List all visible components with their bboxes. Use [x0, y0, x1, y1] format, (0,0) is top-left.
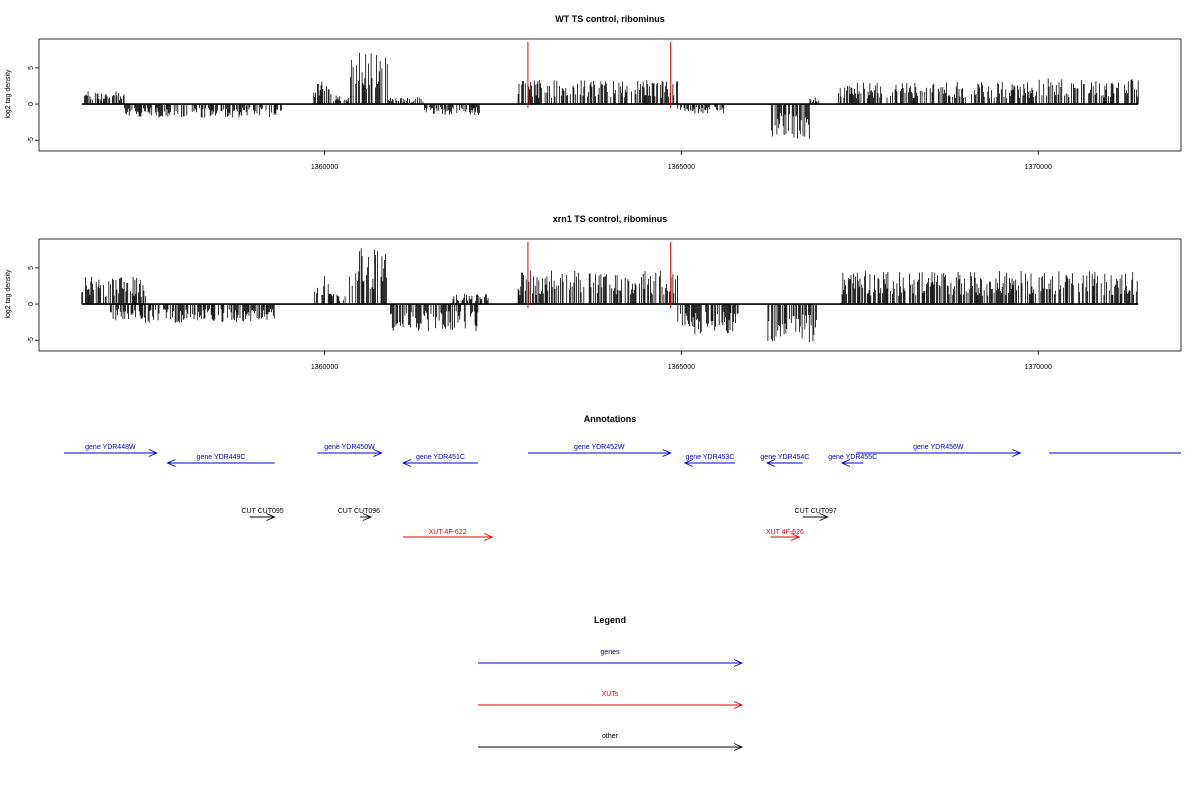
cut-arrow-head	[362, 513, 373, 521]
gene-arrow-head	[662, 449, 672, 457]
gene-label: gene YDR450W	[324, 444, 375, 451]
gene-label: gene YDR451C	[416, 454, 465, 461]
cut-arrow-head	[819, 513, 829, 521]
x-tick-label: 1370000	[1025, 164, 1052, 171]
panel-wt-ylabel: log2 tag density	[5, 69, 12, 119]
gene-arrow-head	[683, 459, 694, 467]
panel-xrn1-frame	[38, 238, 1182, 352]
legend-label: genes	[600, 649, 620, 656]
y-tick-label: 0	[28, 302, 35, 306]
cut-label: CUT CUT095	[241, 508, 283, 515]
gene-arrow-head	[401, 459, 412, 467]
gene-label: gene YDR448W	[85, 444, 136, 451]
y-tick-label: -5	[28, 137, 35, 143]
xut-arrow-head	[790, 533, 801, 541]
legend-arrow-head	[733, 743, 744, 751]
legend-items: genes XUTs other	[478, 649, 744, 751]
gene-arrow-head	[373, 449, 383, 457]
xut-label: XUT 4F-626	[766, 529, 804, 536]
gene-arrow-head	[166, 459, 176, 467]
xut-arrow-head	[484, 533, 494, 541]
legend-arrow-head	[733, 659, 744, 667]
panel-wt-title: WT TS control, ribominus	[555, 14, 665, 24]
cut-label: CUT CUT096	[338, 508, 380, 515]
xut-label: XUT 4F-622	[429, 529, 467, 536]
panel-wt-frame	[38, 38, 1182, 152]
cut-label: CUT CUT097	[795, 508, 837, 515]
panel-xrn1: xrn1 TS control, ribominus log2 tag dens…	[5, 214, 1182, 371]
panel-xrn1-bars	[81, 248, 1138, 342]
y-tick-label: 5	[28, 266, 35, 270]
cut-arrow-head	[266, 513, 276, 521]
gene-label: gene YDR455C	[828, 454, 877, 461]
gene-arrow-head	[840, 459, 851, 467]
gene-arrow-head	[148, 449, 158, 457]
x-tick-label: 1365000	[668, 164, 695, 171]
panel-xrn1-title: xrn1 TS control, ribominus	[553, 214, 668, 224]
gene-label: gene YDR453C	[685, 454, 734, 461]
gene-label: gene YDR456W	[913, 444, 964, 451]
gene-label: gene YDR449C	[197, 454, 246, 461]
x-tick-label: 1370000	[1025, 364, 1052, 371]
panel-xrn1-ylabel: log2 tag density	[5, 269, 12, 319]
y-tick-label: 0	[28, 102, 35, 106]
gene-label: gene YDR452W	[574, 444, 625, 451]
gene-label: gene YDR454C	[760, 454, 809, 461]
y-tick-label: -5	[28, 337, 35, 343]
x-tick-label: 1365000	[668, 364, 695, 371]
y-tick-label: 5	[28, 66, 35, 70]
annotations-title: Annotations	[584, 414, 637, 424]
panel-wt-bars	[84, 52, 1139, 139]
x-tick-label: 1360000	[311, 164, 338, 171]
x-tick-label: 1360000	[311, 364, 338, 371]
legend-label: other	[602, 733, 619, 740]
gene-arrow-head	[1012, 449, 1022, 457]
legend-title: Legend	[594, 615, 626, 625]
gene-arrow-head	[765, 459, 776, 467]
legend-arrow-head	[733, 701, 744, 709]
panel-xrn1-axes: -5 0 5 1360000 1365000 1370000	[28, 242, 1139, 371]
annotation-features: gene YDR448W gene YDR449C gene YDR450W gene…	[63, 444, 1181, 541]
legend-label: XUTs	[602, 691, 619, 698]
panel-wt: WT TS control, ribominus log2 tag densit…	[5, 14, 1182, 171]
panel-wt-axes: -5 0 5 1360000 1365000 1370000	[28, 42, 1139, 171]
legend: Legend genes XUTs other	[478, 615, 744, 751]
